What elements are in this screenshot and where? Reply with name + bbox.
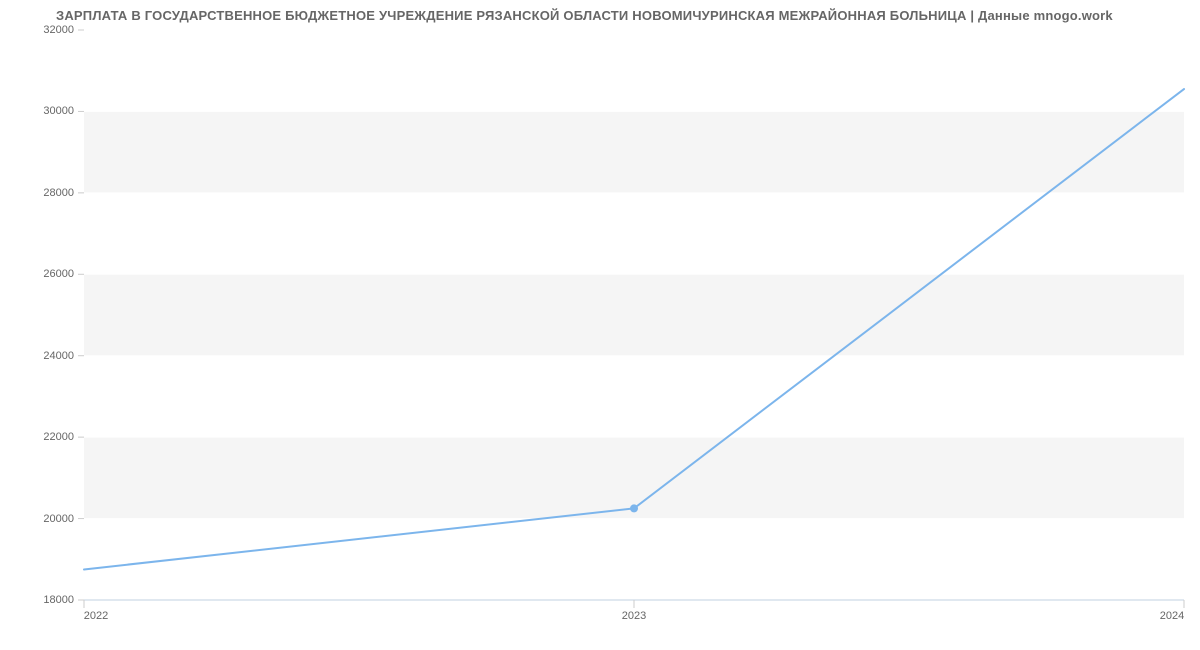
y-tick-label: 32000 (34, 24, 74, 36)
y-tick-label: 26000 (34, 268, 74, 280)
y-tick-label: 22000 (34, 431, 74, 443)
y-tick-label: 20000 (34, 513, 74, 525)
chart-container: ЗАРПЛАТА В ГОСУДАРСТВЕННОЕ БЮДЖЕТНОЕ УЧР… (0, 0, 1200, 650)
x-tick-label: 2023 (622, 610, 646, 622)
y-tick-label: 24000 (34, 350, 74, 362)
y-tick-label: 30000 (34, 105, 74, 117)
chart-title: ЗАРПЛАТА В ГОСУДАРСТВЕННОЕ БЮДЖЕТНОЕ УЧР… (56, 8, 1113, 23)
chart-plot (84, 30, 1184, 600)
y-tick-label: 18000 (34, 594, 74, 606)
x-tick-label: 2022 (84, 610, 108, 622)
y-tick-label: 28000 (34, 187, 74, 199)
x-tick-label: 2024 (1160, 610, 1184, 622)
